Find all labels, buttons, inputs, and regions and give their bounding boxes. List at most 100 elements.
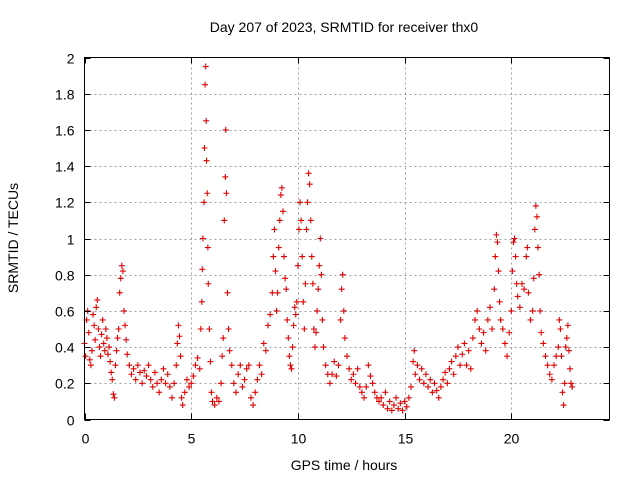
- data-point: [352, 380, 359, 387]
- data-point: [339, 271, 346, 278]
- data-point: [344, 353, 350, 360]
- data-point: [94, 297, 101, 304]
- data-point: [493, 231, 500, 238]
- data-point: [559, 389, 566, 396]
- data-point: [295, 226, 302, 233]
- data-point: [204, 244, 211, 251]
- data-point: [103, 335, 110, 342]
- data-point: [514, 293, 521, 300]
- data-point: [124, 351, 131, 358]
- data-point: [250, 402, 257, 409]
- data-point: [494, 239, 501, 246]
- data-point: [350, 371, 357, 378]
- data-point: [260, 340, 267, 347]
- data-point: [358, 389, 365, 396]
- data-point: [98, 331, 105, 338]
- data-point: [95, 326, 102, 332]
- data-point: [301, 326, 308, 332]
- data-point: [149, 383, 156, 390]
- data-points: [81, 63, 576, 414]
- data-point: [489, 326, 496, 332]
- data-point: [533, 213, 540, 220]
- data-point: [457, 362, 464, 369]
- data-point: [560, 402, 567, 409]
- data-point: [495, 268, 502, 275]
- data-point: [511, 235, 518, 242]
- data-point: [279, 208, 286, 215]
- data-point: [476, 326, 483, 332]
- data-point: [561, 380, 568, 387]
- data-point: [92, 336, 99, 343]
- data-point: [378, 394, 385, 401]
- data-point: [85, 329, 92, 336]
- data-point: [557, 326, 564, 332]
- data-point: [220, 335, 227, 342]
- axis-ticks: [84, 57, 610, 421]
- data-point: [289, 344, 296, 351]
- data-point: [201, 145, 208, 151]
- data-point: [188, 380, 195, 387]
- data-point: [104, 351, 111, 358]
- x-tick-labels: 0 5 10 15 20: [82, 431, 520, 447]
- data-point: [270, 253, 277, 260]
- data-point: [285, 335, 292, 342]
- data-point: [169, 394, 175, 401]
- data-point: [199, 235, 206, 242]
- data-point: [226, 347, 233, 354]
- data-point: [313, 329, 320, 336]
- data-point: [365, 362, 372, 369]
- data-point: [405, 394, 412, 401]
- data-point: [510, 239, 517, 246]
- data-point: [348, 376, 355, 383]
- data-point: [501, 340, 508, 347]
- data-point: [109, 376, 116, 383]
- data-point: [130, 365, 137, 372]
- data-point: [97, 353, 104, 360]
- data-point: [239, 383, 246, 390]
- grid-lines: [84, 57, 610, 420]
- y-tick-labels: 0 0.2 0.4 0.6 0.8 1 1.2 1.4 1.6 1.8 2: [55, 51, 75, 429]
- data-point: [228, 362, 235, 369]
- data-point: [418, 365, 425, 372]
- data-point: [567, 365, 574, 372]
- data-point: [252, 389, 259, 396]
- data-point: [87, 362, 94, 369]
- data-point: [183, 376, 190, 383]
- data-point: [422, 371, 429, 378]
- data-point: [118, 262, 125, 269]
- x-tick-label: 0: [82, 431, 90, 447]
- data-point: [326, 380, 333, 387]
- data-point: [115, 326, 122, 332]
- data-point: [245, 362, 252, 369]
- data-point: [425, 383, 432, 390]
- data-point: [516, 304, 523, 311]
- data-point: [256, 362, 263, 369]
- data-point: [162, 380, 169, 387]
- data-point: [116, 289, 123, 296]
- data-point: [380, 402, 387, 409]
- data-point: [278, 184, 285, 191]
- data-point: [320, 344, 327, 351]
- data-point: [542, 353, 549, 360]
- data-point: [292, 311, 299, 318]
- data-point: [114, 335, 121, 342]
- data-point: [532, 202, 539, 209]
- data-point: [420, 380, 427, 387]
- data-point: [322, 362, 329, 369]
- data-point: [154, 380, 161, 387]
- y-tick-label: 1: [67, 232, 75, 248]
- data-point: [177, 353, 184, 360]
- data-point: [277, 192, 284, 199]
- data-point: [128, 371, 135, 378]
- data-point: [454, 344, 461, 351]
- data-point: [329, 371, 336, 378]
- data-point: [555, 344, 562, 351]
- data-point: [497, 316, 504, 323]
- data-point: [233, 389, 240, 396]
- data-point: [223, 190, 230, 197]
- data-point: [544, 362, 551, 369]
- data-point: [315, 286, 322, 293]
- data-point: [537, 307, 544, 314]
- data-point: [267, 311, 274, 318]
